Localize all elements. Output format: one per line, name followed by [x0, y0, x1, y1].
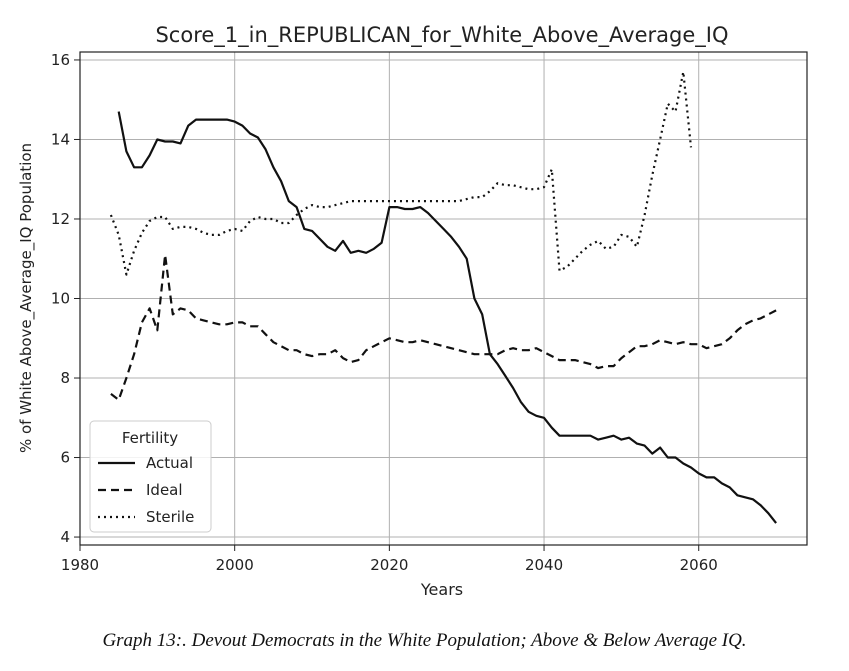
line-chart: Score_1_in_REPUBLICAN_for_White_Above_Av…: [17, 23, 808, 599]
legend-title: Fertility: [122, 429, 178, 447]
series-line-actual: [117, 111, 777, 524]
y-tick-label: 12: [51, 210, 70, 228]
y-tick-label: 16: [51, 51, 70, 69]
x-tick-label: 2020: [370, 556, 408, 574]
series-line-ideal: [110, 253, 777, 401]
legend-label-sterile: Sterile: [146, 508, 194, 526]
legend-box: [89, 420, 212, 533]
series-lines: [109, 70, 777, 524]
y-tick-label: 14: [51, 130, 70, 148]
y-tick-label: 6: [60, 449, 70, 467]
y-tick-label: 10: [51, 290, 70, 308]
x-tick-label: 2060: [680, 556, 718, 574]
x-tick-label: 2040: [525, 556, 563, 574]
axis-ticks: 1980 2000 2020 2040 2060 4 6 8 10 12 14 16: [51, 51, 718, 574]
legend: Fertility Actual Ideal Sterile: [89, 420, 212, 533]
x-tick-label: 2000: [216, 556, 254, 574]
plot-frame: [79, 51, 808, 546]
legend-label-actual: Actual: [146, 454, 193, 472]
chart: Score_1_in_REPUBLICAN_for_White_Above_Av…: [17, 23, 808, 599]
y-tick-label: 8: [60, 369, 70, 387]
figure-caption: Graph 13:. Devout Democrats in the White…: [102, 630, 747, 651]
x-tick-label: 1980: [61, 556, 99, 574]
y-tick-label: 4: [60, 528, 70, 546]
x-axis-label: Years: [420, 580, 463, 599]
series-line-sterile: [109, 70, 693, 276]
chart-title: Score_1_in_REPUBLICAN_for_White_Above_Av…: [155, 23, 728, 48]
legend-label-ideal: Ideal: [146, 481, 183, 499]
y-axis-label: % of White Above_Average_IQ Population: [17, 143, 36, 453]
